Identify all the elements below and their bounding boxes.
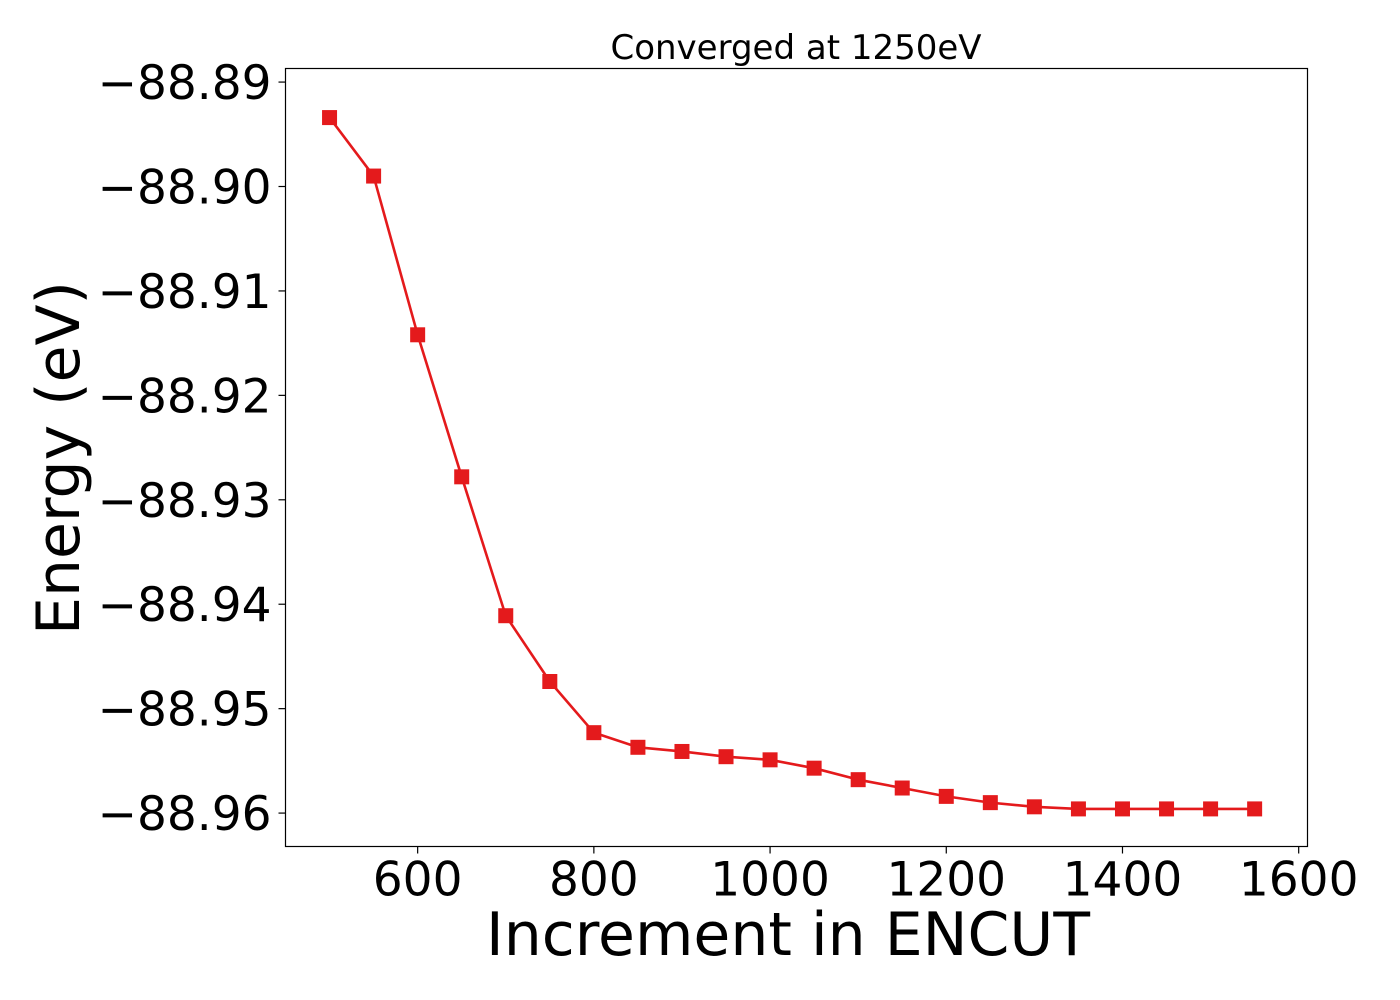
data-point <box>498 608 514 624</box>
data-point <box>762 752 778 768</box>
data-point <box>410 327 426 343</box>
data-point <box>894 780 910 796</box>
data-point <box>1203 801 1219 817</box>
plot-area-frame <box>284 67 1309 848</box>
data-point <box>630 739 646 755</box>
y-tick-label: −88.95 <box>98 683 272 738</box>
x-tick-label: 1200 <box>886 853 1006 908</box>
data-point <box>1026 799 1042 815</box>
x-axis: 600 800 1000 1200 1400 1600 <box>373 846 1359 908</box>
data-point <box>850 772 866 788</box>
data-point <box>586 725 602 741</box>
y-axis: −88.89 −88.90 −88.91 −88.92 −88.93 −88.94 −88.… <box>98 56 286 842</box>
y-tick-label: −88.96 <box>98 787 272 842</box>
data-point <box>322 110 338 126</box>
series-line <box>328 116 1255 811</box>
data-point <box>982 795 998 811</box>
data-point <box>1159 801 1175 817</box>
data-point <box>674 743 690 759</box>
x-tick-label: 1400 <box>1063 853 1183 908</box>
x-axis-label: Increment in ENCUT <box>486 900 1090 970</box>
data-point <box>366 168 382 184</box>
x-tick-label: 800 <box>549 853 639 908</box>
y-tick-label: −88.91 <box>98 265 272 320</box>
y-tick-label: −88.92 <box>98 369 272 424</box>
data-point <box>1070 801 1086 817</box>
y-tick-label: −88.89 <box>98 56 272 111</box>
y-tick-label: −88.93 <box>98 474 272 529</box>
y-axis-label: Energy (eV) <box>24 281 94 635</box>
y-tick-label: −88.94 <box>98 578 272 633</box>
data-point <box>1114 801 1130 817</box>
series-layer <box>322 110 1263 817</box>
x-tick-label: 1600 <box>1239 853 1359 908</box>
data-point <box>938 788 954 804</box>
data-point <box>1247 801 1263 817</box>
chart-title: Converged at 1250eV <box>610 28 981 68</box>
x-tick-label: 600 <box>373 853 463 908</box>
x-tick-label: 1000 <box>710 853 830 908</box>
y-tick-label: −88.90 <box>98 161 272 216</box>
data-point <box>454 469 470 485</box>
data-point <box>542 674 558 690</box>
data-point <box>806 760 822 776</box>
data-point <box>718 749 734 765</box>
